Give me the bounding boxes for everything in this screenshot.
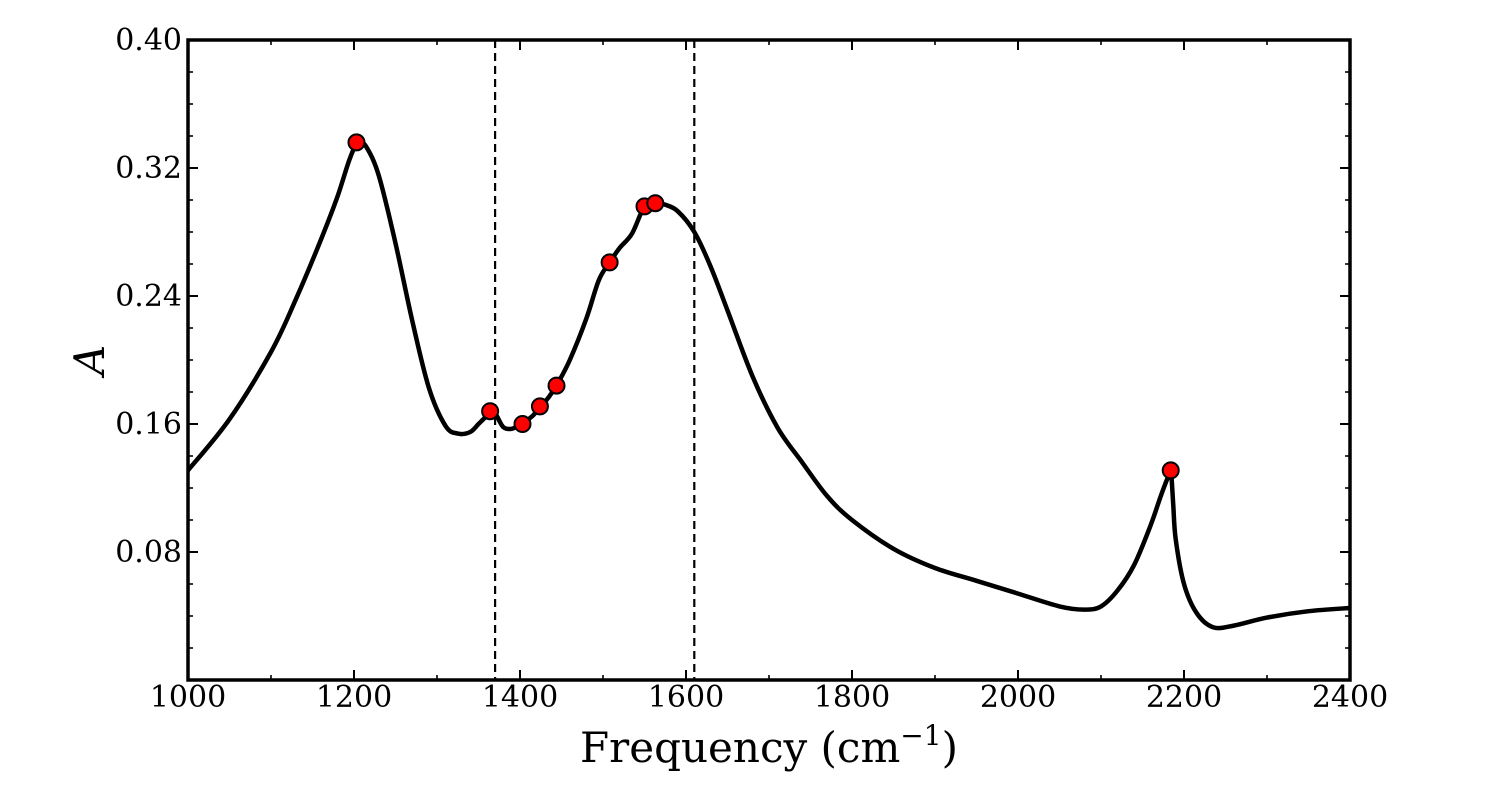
peak-markers xyxy=(347,133,1180,480)
peak-marker-5 xyxy=(600,253,619,272)
peak-marker-0 xyxy=(347,133,366,152)
x-tick-label-2: 1400 xyxy=(482,680,558,715)
x-tick-label-6: 2200 xyxy=(1146,680,1222,715)
y-tick-label-1: 0.16 xyxy=(115,407,182,442)
x-tick-label-0: 1000 xyxy=(150,680,226,715)
y-tick-label-2: 0.24 xyxy=(115,279,182,314)
x-tick-label-1: 1200 xyxy=(316,680,392,715)
y-tick-label-0: 0.08 xyxy=(115,535,182,570)
y-axis-title: A xyxy=(65,345,114,379)
reference-lines xyxy=(494,40,696,680)
peak-marker-7 xyxy=(646,194,665,213)
peak-marker-2 xyxy=(513,415,532,433)
y-tick-labels: 0.08 0.16 0.24 0.32 0.40 xyxy=(115,23,182,570)
y-tick-label-3: 0.32 xyxy=(115,151,182,186)
peak-marker-4 xyxy=(547,376,566,395)
plot-frame xyxy=(186,38,1352,682)
peak-marker-3 xyxy=(530,397,549,416)
x-tick-label-4: 1800 xyxy=(814,680,890,715)
peak-marker-8 xyxy=(1161,461,1180,480)
y-tick-label-4: 0.40 xyxy=(115,23,182,58)
x-axis-title: Frequency (cm−1) xyxy=(580,719,958,772)
x-tick-labels: 1000 1200 1400 1600 1800 2000 2200 2400 xyxy=(150,680,1388,715)
peak-marker-1 xyxy=(481,402,500,421)
spectrum-line xyxy=(186,139,1351,631)
x-tick-label-5: 2000 xyxy=(980,680,1056,715)
x-tick-label-7: 2400 xyxy=(1312,680,1388,715)
x-tick-label-3: 1600 xyxy=(648,680,724,715)
